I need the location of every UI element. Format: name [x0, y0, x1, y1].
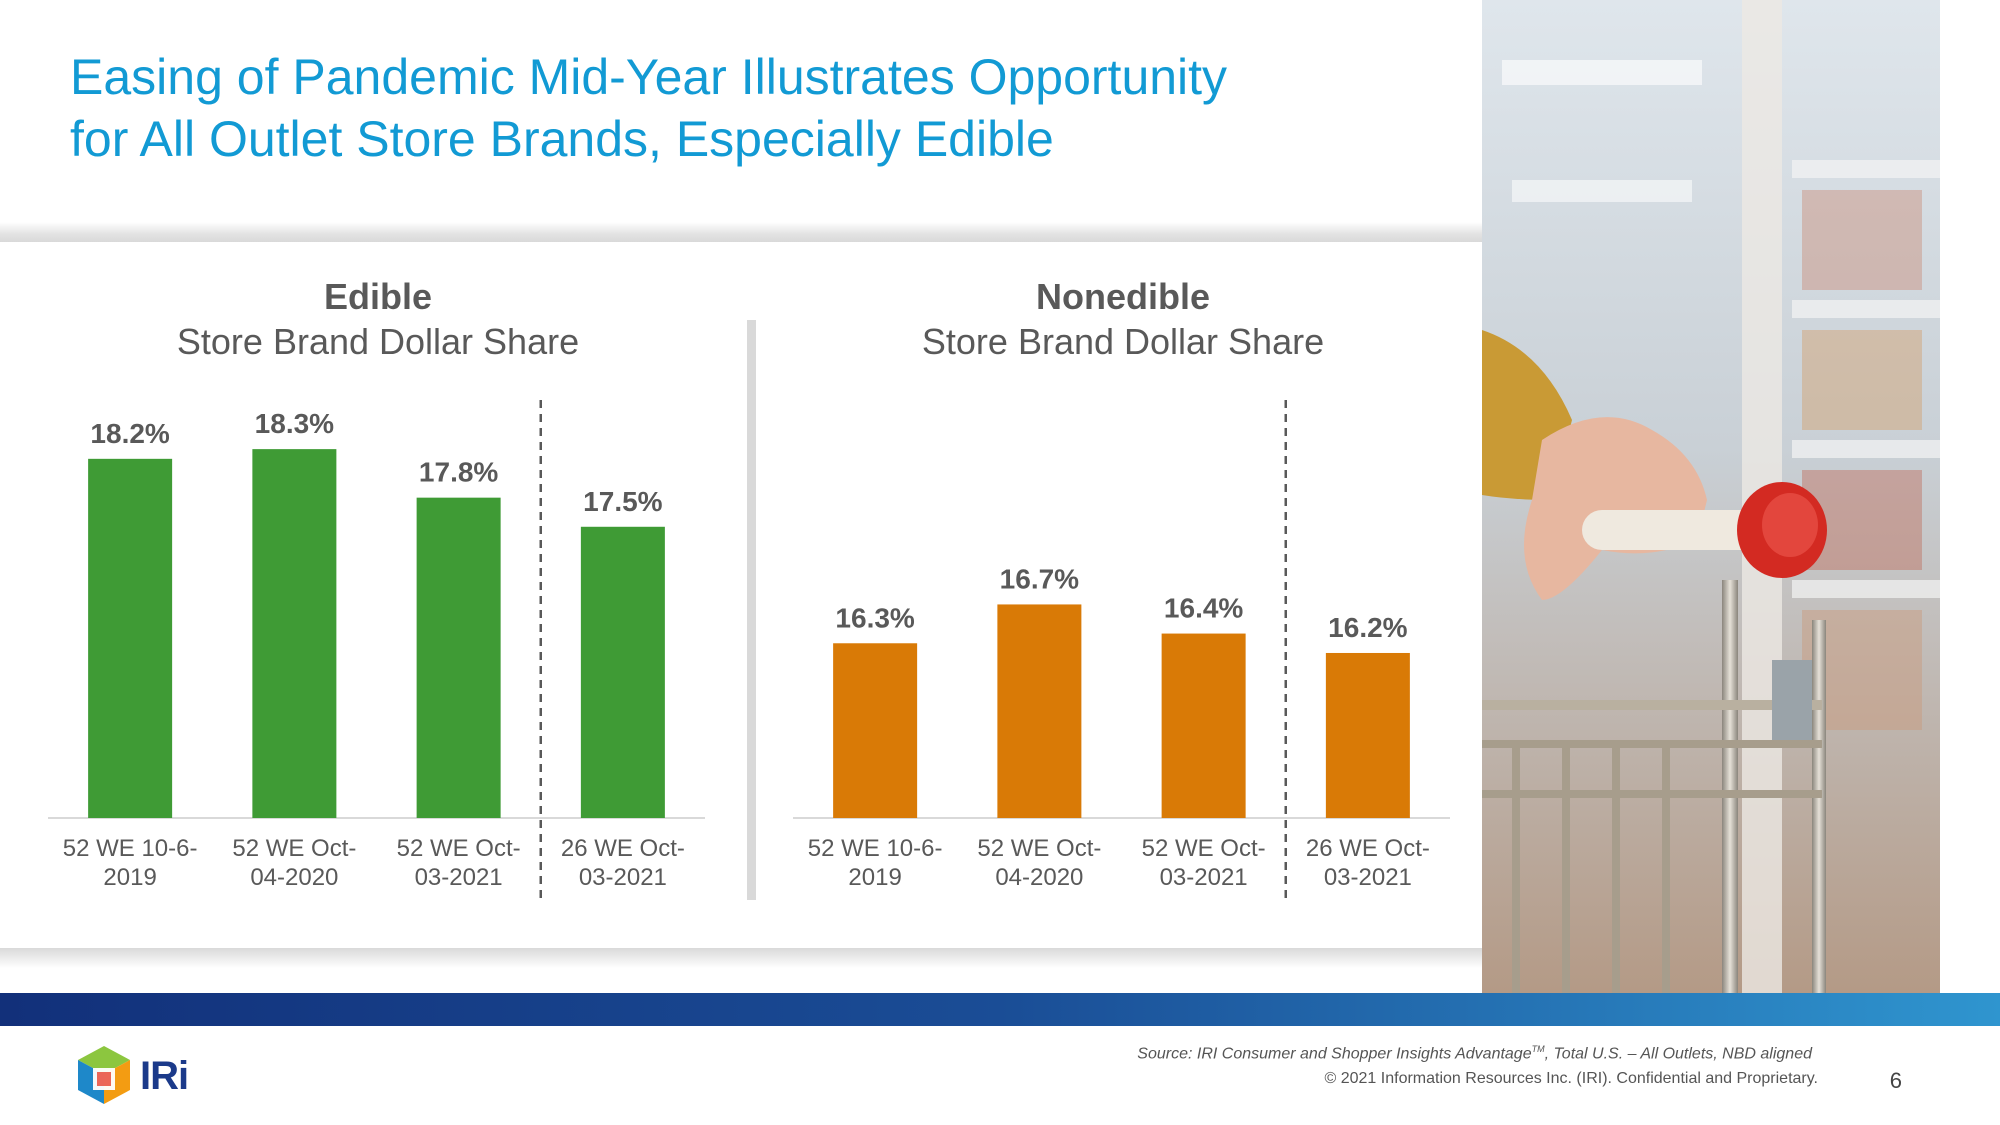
slide-title-line-1: Easing of Pandemic Mid-Year Illustrates …	[70, 49, 1228, 105]
copyright-note: © 2021 Information Resources Inc. (IRI).…	[1324, 1070, 1819, 1087]
nonedible-chart: Nonedible Store Brand Dollar Share 16.3% 52…	[785, 270, 1465, 915]
nonedible-tick-label-2-1: 03-2021	[1160, 864, 1248, 891]
nonedible-tick-label-0-1: 2019	[848, 864, 901, 891]
edible-tick-label-2-1: 03-2021	[415, 864, 503, 891]
shopping-cart-illustration	[1482, 0, 1940, 993]
edible-data-label-3: 17.5%	[583, 486, 662, 517]
nonedible-bar-2	[1161, 633, 1246, 818]
edible-data-label-0: 18.2%	[90, 418, 169, 449]
edible-bar-0	[88, 458, 173, 818]
footer-color-bar	[0, 993, 2000, 1026]
edible-bar-1	[252, 449, 337, 818]
edible-chart: Edible Store Brand Dollar Share 18.2% 52 WE…	[40, 270, 720, 915]
top-separator-band	[0, 222, 1482, 242]
source-note: Source: IRI Consumer and Shopper Insight…	[1137, 1044, 1812, 1063]
nonedible-chart-subtitle: Store Brand Dollar Share	[922, 321, 1324, 362]
nonedible-data-label-2: 16.4%	[1164, 593, 1243, 624]
nonedible-tick-label-3-1: 03-2021	[1324, 864, 1412, 891]
nonedible-bar-1	[997, 604, 1082, 818]
edible-tick-label-0-0: 52 WE 10-6-	[63, 835, 198, 862]
nonedible-tick-label-1-0: 52 WE Oct-	[977, 835, 1101, 862]
nonedible-tick-label-2-0: 52 WE Oct-	[1142, 835, 1266, 862]
chart-divider	[747, 320, 756, 900]
shopping-cart-photo	[1482, 0, 1940, 993]
edible-chart-title: Edible	[324, 276, 432, 317]
edible-tick-label-0-1: 2019	[103, 864, 156, 891]
nonedible-chart-title: Nonedible	[1036, 276, 1210, 317]
slide-title-line-2: for All Outlet Store Brands, Especially …	[70, 111, 1054, 167]
edible-tick-label-2-0: 52 WE Oct-	[397, 835, 521, 862]
page-number: 6	[1889, 1068, 1902, 1093]
iri-logo-icon	[75, 1044, 133, 1111]
nonedible-bar-3	[1325, 652, 1410, 818]
nonedible-tick-label-1-1: 04-2020	[995, 864, 1083, 891]
edible-data-label-1: 18.3%	[255, 408, 334, 439]
edible-tick-label-1-1: 04-2020	[250, 864, 338, 891]
edible-tick-label-3-1: 03-2021	[579, 864, 667, 891]
nonedible-data-label-3: 16.2%	[1328, 612, 1407, 643]
source-note-suffix: , Total U.S. – All Outlets, NBD aligned	[1544, 1045, 1812, 1063]
slide-title: Easing of Pandemic Mid-Year Illustrates …	[70, 46, 1470, 170]
nonedible-tick-label-0-0: 52 WE 10-6-	[808, 835, 943, 862]
nonedible-bar-0	[833, 643, 918, 818]
nonedible-tick-label-3-0: 26 WE Oct-	[1306, 835, 1430, 862]
edible-tick-label-1-0: 52 WE Oct-	[232, 835, 356, 862]
source-note-prefix: Source: IRI Consumer and Shopper Insight…	[1137, 1045, 1532, 1063]
edible-bar-3	[580, 526, 665, 818]
nonedible-data-label-1: 16.7%	[1000, 563, 1079, 594]
edible-data-label-2: 17.8%	[419, 457, 498, 488]
edible-tick-label-3-0: 26 WE Oct-	[561, 835, 685, 862]
source-note-tm: TM	[1531, 1044, 1545, 1054]
nonedible-data-label-0: 16.3%	[835, 602, 914, 633]
edible-bar-2	[416, 497, 501, 818]
iri-logo-text: IRi	[140, 1054, 189, 1098]
bottom-separator-band	[0, 948, 1482, 968]
edible-chart-subtitle: Store Brand Dollar Share	[177, 321, 579, 362]
